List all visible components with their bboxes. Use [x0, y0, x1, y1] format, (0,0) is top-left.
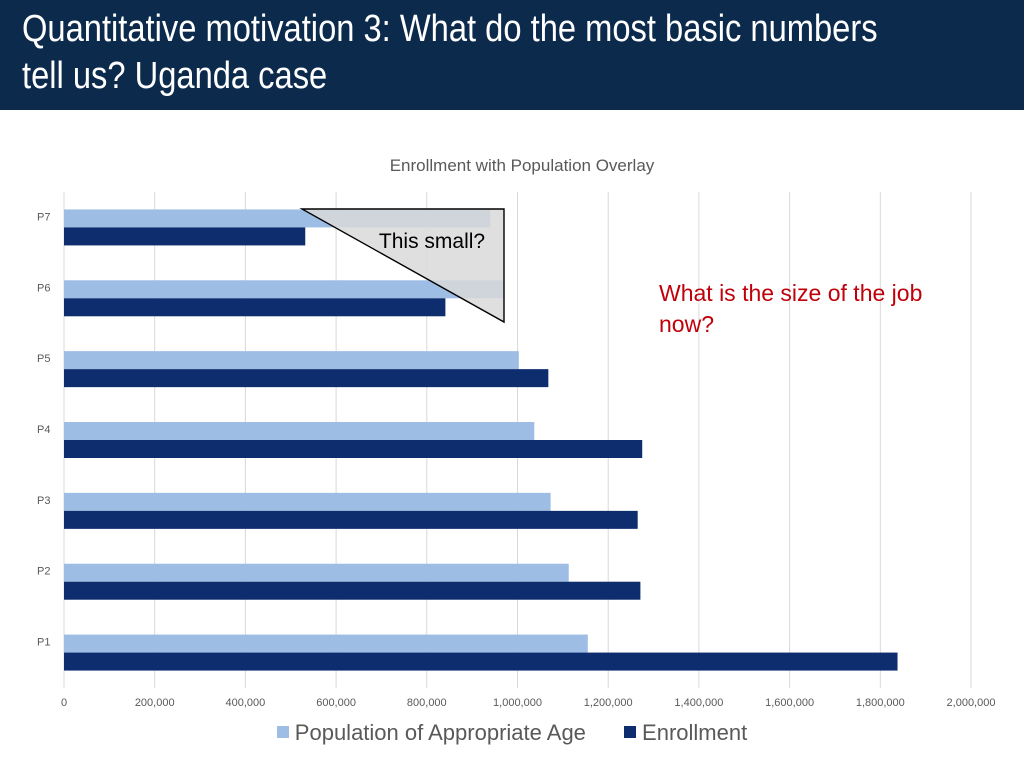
x-tick-label: 200,000	[135, 697, 175, 709]
bar-enrollment-p4	[64, 440, 643, 458]
bar-population-p3	[64, 492, 551, 511]
legend-swatch-population	[276, 726, 289, 739]
title-bar: Quantitative motivation 3: What do the m…	[0, 0, 1024, 110]
bar-enrollment-p6	[64, 298, 446, 317]
y-tick-label-p5: P5	[37, 353, 50, 365]
bar-enrollment-p3	[64, 510, 638, 529]
legend-swatch-enrollment	[624, 726, 637, 739]
bar-population-p2	[64, 563, 569, 582]
y-tick-label-p7: P7	[37, 211, 50, 223]
y-tick-label-p2: P2	[37, 566, 50, 578]
x-tick-label: 400,000	[226, 697, 266, 709]
x-tick-label: 0	[61, 697, 67, 709]
bar-population-p1	[64, 634, 588, 653]
x-tick-label: 1,600,000	[765, 697, 814, 709]
x-tick-label: 600,000	[316, 697, 356, 709]
this-small-triangle	[299, 208, 505, 324]
x-tick-label: 1,200,000	[584, 697, 633, 709]
slide-title-line-2: tell us? Uganda case	[22, 55, 328, 97]
bar-enrollment-p2	[64, 581, 641, 600]
legend-label-population: Population of Appropriate Age	[294, 720, 586, 745]
y-tick-label-p3: P3	[37, 495, 50, 507]
x-tick-label: 800,000	[407, 697, 447, 709]
x-tick-label: 1,800,000	[856, 697, 905, 709]
legend-item-enrollment: Enrollment	[624, 720, 747, 746]
this-small-label: This small?	[379, 230, 485, 253]
bar-enrollment-p1	[64, 652, 898, 671]
slide-title-line-1: Quantitative motivation 3: What do the m…	[22, 8, 878, 50]
y-tick-label-p6: P6	[37, 282, 50, 294]
bar-population-p6	[64, 280, 504, 299]
legend-item-population: Population of Appropriate Age	[276, 720, 586, 746]
bar-population-p5	[64, 351, 519, 370]
y-tick-label-p1: P1	[37, 637, 50, 649]
enrollment-bar-chart: Enrollment with Population Overlay 0 200,0…	[37, 156, 996, 709]
bar-enrollment-p7	[64, 227, 306, 246]
x-tick-label: 1,400,000	[674, 697, 723, 709]
chart-legend: Population of Appropriate Age Enrollment	[0, 720, 1024, 746]
x-tick-label: 1,000,000	[493, 697, 542, 709]
bar-population-p4	[64, 422, 535, 440]
chart-title: Enrollment with Population Overlay	[390, 156, 655, 175]
job-size-question: What is the size of the job now?	[659, 280, 923, 337]
y-tick-label-p4: P4	[37, 424, 50, 436]
x-tick-label: 2,000,000	[947, 697, 996, 709]
legend-label-enrollment: Enrollment	[642, 720, 748, 745]
bar-enrollment-p5	[64, 369, 549, 388]
